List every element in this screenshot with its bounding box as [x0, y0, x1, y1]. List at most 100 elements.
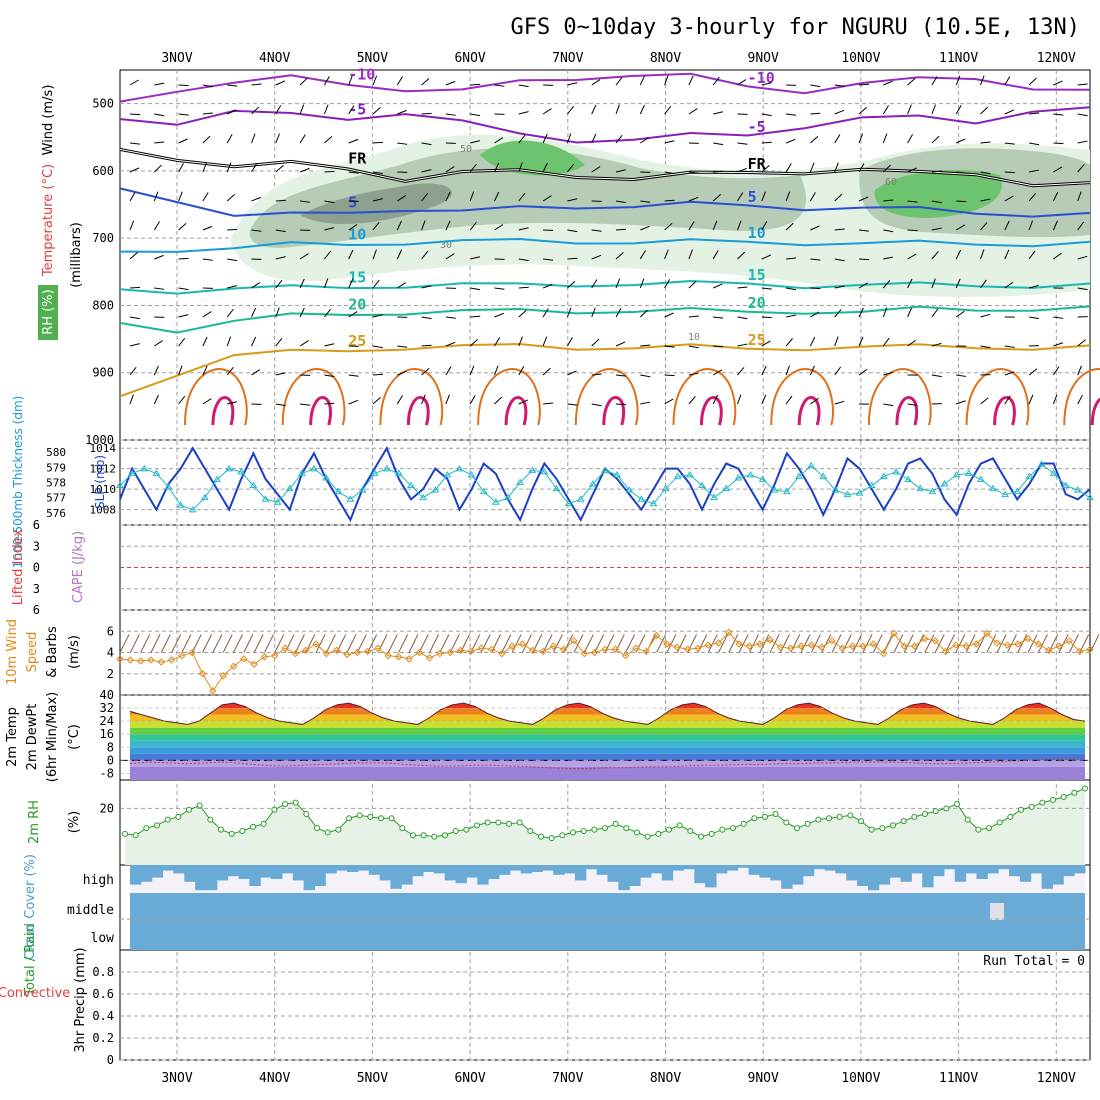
cloud-high-bar	[184, 865, 196, 882]
wind-barb	[567, 280, 576, 289]
wind-barb	[615, 308, 622, 318]
wind-barb	[615, 374, 626, 377]
wind-barb-10m	[965, 634, 976, 653]
wind-barb	[518, 309, 527, 318]
date-tick-top: 7NOV	[552, 51, 583, 66]
thickness-point	[128, 469, 137, 476]
wind-barb	[129, 167, 140, 173]
wind-barb	[761, 191, 766, 202]
wind-speed-point	[343, 650, 351, 659]
cloud-high-bar	[292, 865, 305, 881]
wind-barb	[396, 249, 402, 260]
wind-speed-point	[1003, 641, 1012, 649]
wind-barb-10m	[872, 634, 883, 653]
wind-barb	[615, 104, 620, 115]
temp-contour-30	[574, 368, 639, 426]
wind-barb	[421, 394, 426, 405]
wind-barb-10m	[552, 634, 563, 653]
wind-barb	[664, 312, 674, 318]
wind-barb-10m	[749, 634, 759, 653]
rh2m-point	[751, 815, 758, 822]
wind-barb	[129, 142, 140, 145]
wind-barb	[470, 287, 481, 291]
wind-speed-point	[539, 647, 547, 656]
wind-barb	[931, 76, 938, 86]
slp-ylabel-slp: SLP (mb)	[93, 455, 107, 509]
panel-frame-prcp	[119, 949, 1091, 1061]
cloud-high-bar	[336, 865, 348, 871]
rh-contour-label: 60	[885, 177, 897, 188]
wind-barb	[129, 220, 135, 231]
cloud-high-bar	[1019, 865, 1032, 882]
precip-tick: 0.2	[92, 1031, 114, 1045]
slp-line	[119, 445, 1091, 523]
wind-speed-point	[787, 644, 795, 652]
thickness-point	[831, 486, 840, 493]
wind-barb	[1077, 365, 1082, 376]
thickness-point	[904, 475, 913, 482]
wind-barb	[494, 337, 501, 347]
wind-barb	[834, 84, 845, 87]
wind-barb	[834, 134, 841, 144]
rh2m-point	[548, 835, 555, 842]
wind-speed-point	[869, 640, 878, 648]
wind-speed-point	[663, 640, 671, 648]
rh2m-point	[271, 806, 278, 813]
wind-barb	[1028, 220, 1034, 231]
wind-barb	[591, 166, 601, 173]
wind-barb	[470, 83, 481, 86]
wind-speed-point	[993, 639, 1001, 647]
wind-barb	[469, 365, 475, 376]
wind-barb	[1052, 191, 1059, 202]
wind-speed-point	[198, 670, 207, 678]
temp-tick: 24	[100, 714, 114, 728]
temp-contour-label: 15	[748, 266, 766, 284]
wind-barb-10m	[408, 634, 419, 653]
wind-barb	[858, 196, 869, 202]
ua-ytick-label: 800	[92, 298, 114, 312]
thickness-point	[746, 470, 755, 478]
wind-barb-10m	[1089, 634, 1100, 653]
temp-contour-30	[477, 368, 541, 426]
date-tick-bottom: 9NOV	[748, 1071, 779, 1086]
wind-barb	[591, 279, 598, 289]
rh2m-point	[762, 813, 768, 820]
wind-barb	[567, 82, 578, 86]
wind-barb	[737, 192, 744, 202]
wind-barb-10m	[800, 634, 811, 653]
wind-barb	[421, 285, 432, 289]
wind-barb	[154, 254, 164, 260]
wind-speed-point	[167, 656, 176, 664]
rh2m-point	[452, 828, 459, 834]
wind-barb-10m	[728, 634, 739, 653]
rh2m-point	[474, 822, 480, 829]
wind-speed-point	[1045, 646, 1053, 655]
wind-speed-point	[817, 643, 826, 651]
wind-barb	[810, 311, 820, 318]
wind-barb	[445, 220, 451, 231]
wind-barb	[299, 104, 305, 115]
wind-barb-10m	[883, 634, 894, 653]
wind-speed-point	[209, 687, 217, 695]
wind-barb	[907, 307, 913, 318]
date-tick-top: 3NOV	[161, 51, 192, 66]
wind-barb	[153, 164, 162, 173]
thickness-point	[976, 475, 985, 482]
wind-barb	[372, 107, 381, 115]
temp-contour-35	[602, 396, 626, 426]
date-tick-bottom: 3NOV	[161, 1071, 192, 1086]
cloud-high-bar	[238, 865, 250, 879]
wind-barb	[858, 307, 864, 318]
wind-barb	[640, 225, 650, 231]
wind-barb	[761, 365, 767, 376]
wind-barb	[761, 141, 772, 144]
thickness-point	[455, 464, 464, 472]
wind-barb	[567, 403, 578, 406]
temp-tick: 16	[100, 727, 114, 741]
date-tick-bottom: 7NOV	[552, 1071, 583, 1086]
cloud-high-bar	[596, 865, 608, 875]
wind-barb	[810, 258, 821, 261]
wind-barb	[615, 134, 623, 144]
thickness-point	[358, 486, 367, 493]
rh2m-point	[484, 819, 491, 826]
